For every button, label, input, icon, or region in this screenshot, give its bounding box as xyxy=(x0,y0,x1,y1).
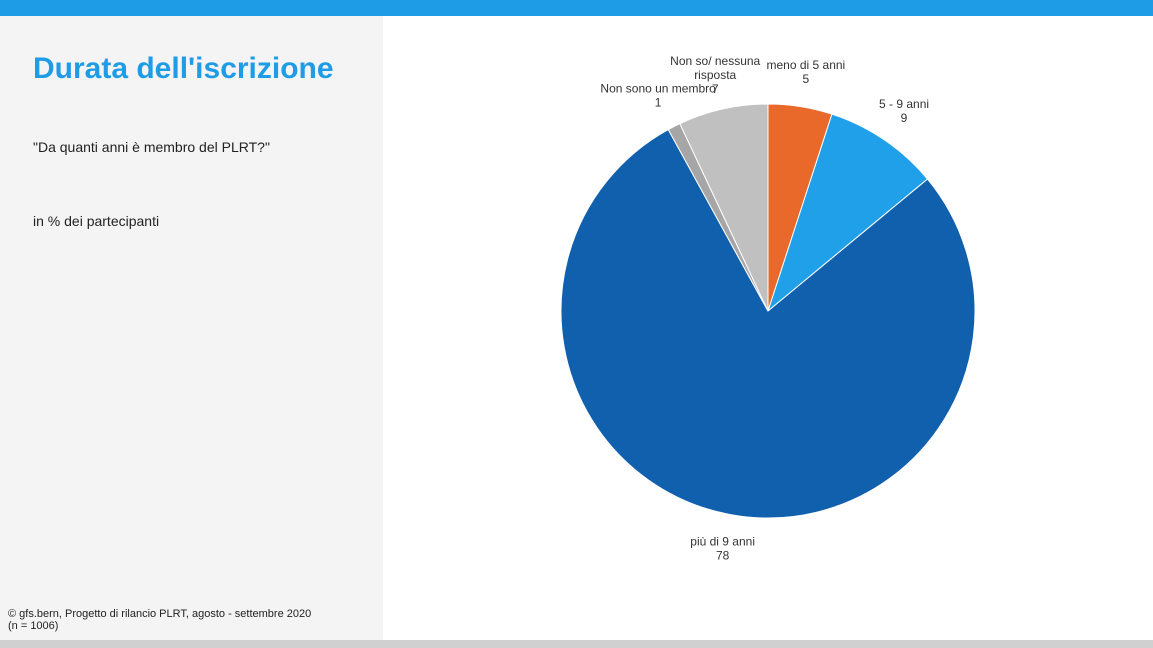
unit-note: in % dei partecipanti xyxy=(33,213,160,229)
pie-slice xyxy=(560,128,976,519)
pie-chart: meno di 5 anni 5 5 - 9 anni 9 più di 9 anni 7… xyxy=(560,54,976,563)
pie-slice xyxy=(766,113,929,313)
sidebar-panel xyxy=(0,16,383,640)
source-text: © gfs.bern, Progetto di rilancio PLRT, a… xyxy=(8,608,312,620)
page-title: Durata dell'iscrizione xyxy=(33,52,334,85)
source-footer: © gfs.bern, Progetto di rilancio PLRT, a… xyxy=(8,608,378,632)
sample-size: (n = 1006) xyxy=(8,620,59,632)
bottom-bar xyxy=(0,640,1153,648)
pie-data-label: Non sono un membro 1 xyxy=(600,81,716,109)
survey-question: "Da quanti anni è membro del PLRT?" xyxy=(33,139,270,155)
pie-slice xyxy=(679,103,769,312)
pie-data-label: meno di 5 anni 5 xyxy=(766,58,845,86)
top-accent-bar xyxy=(0,0,1153,16)
pie-data-label: più di 9 anni 78 xyxy=(690,535,755,563)
pie-data-label: Non so/ nessuna risposta 7 xyxy=(670,54,760,96)
pie-data-label: 5 - 9 anni 9 xyxy=(879,97,929,125)
